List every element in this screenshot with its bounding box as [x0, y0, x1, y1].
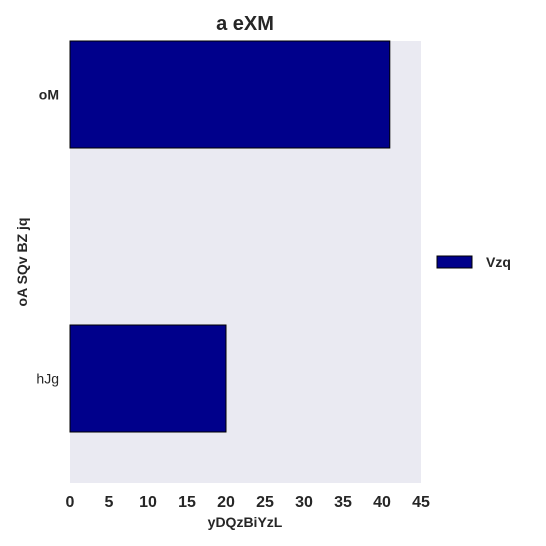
- x-tick-label: 40: [373, 494, 391, 511]
- x-axis-label: yDQzBiYzL: [208, 514, 283, 530]
- legend: Vzq: [436, 254, 511, 270]
- y-tick-label: oM: [39, 87, 59, 103]
- legend-label: Vzq: [486, 254, 511, 270]
- x-tick-label: 45: [412, 494, 430, 511]
- x-tick-label: 15: [178, 494, 196, 511]
- bar-oM: [69, 40, 391, 149]
- x-tick-labels: 0 5 10 15 20 25 30 35 40 45: [66, 494, 430, 511]
- x-tick-label: 5: [105, 494, 114, 511]
- legend-swatch: [436, 255, 473, 269]
- x-tick-label: 25: [256, 494, 274, 511]
- x-tick-label: 20: [217, 494, 235, 511]
- chart-title: a eXM: [216, 13, 274, 35]
- y-axis-label: oA SQv BZ jq: [14, 218, 30, 307]
- x-tick-label: 10: [139, 494, 157, 511]
- y-tick-label: hJg: [36, 371, 59, 387]
- x-tick-label: 35: [334, 494, 352, 511]
- bars-group: [69, 40, 391, 433]
- x-tick-label: 0: [66, 494, 75, 511]
- y-category-labels: oM hJg: [36, 87, 59, 387]
- x-tick-label: 30: [295, 494, 313, 511]
- bar-hJg: [69, 324, 227, 433]
